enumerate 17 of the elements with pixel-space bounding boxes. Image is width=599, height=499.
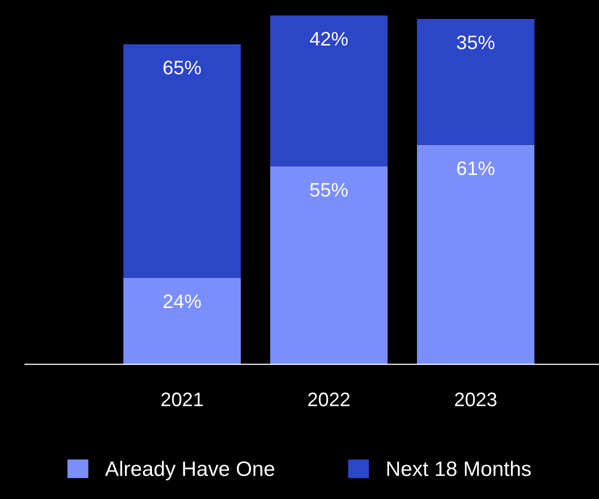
bar	[270, 15, 388, 166]
bar	[270, 166, 388, 364]
data-label: 55%	[310, 183, 348, 197]
bar	[416, 19, 534, 145]
data-label: 42%	[310, 32, 348, 46]
data-label: 24%	[164, 294, 201, 308]
data-label: 61%	[457, 161, 494, 176]
data-label: 35%	[456, 36, 494, 50]
legend-label: Already Have One	[105, 460, 274, 480]
bar	[416, 144, 534, 364]
x-tick-label: 2021	[161, 392, 203, 406]
bar	[123, 278, 241, 364]
x-tick-label: 2022	[308, 392, 350, 406]
legend-label: Next 18 Months	[387, 460, 531, 476]
bar	[123, 44, 241, 278]
data-label: 65%	[164, 60, 201, 74]
x-tick-label: 2023	[455, 392, 496, 406]
